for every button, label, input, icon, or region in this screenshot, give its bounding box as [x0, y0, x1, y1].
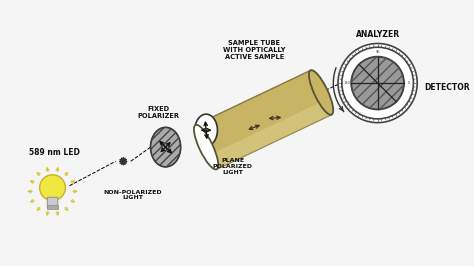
Text: ANALYZER: ANALYZER [356, 30, 400, 39]
Ellipse shape [194, 125, 218, 169]
Text: 0: 0 [408, 81, 410, 85]
Polygon shape [210, 100, 332, 169]
Text: 180: 180 [343, 81, 350, 85]
Circle shape [351, 57, 404, 109]
Ellipse shape [309, 70, 333, 115]
Text: 589 nm LED: 589 nm LED [29, 148, 80, 157]
Circle shape [40, 175, 65, 201]
Text: FIXED
POLARIZER: FIXED POLARIZER [137, 106, 179, 119]
Ellipse shape [195, 114, 218, 146]
Text: NON-POLARIZED
LIGHT: NON-POLARIZED LIGHT [103, 190, 162, 200]
Polygon shape [196, 70, 332, 169]
Text: SAMPLE TUBE
WITH OPTICALLY
ACTIVE SAMPLE: SAMPLE TUBE WITH OPTICALLY ACTIVE SAMPLE [223, 39, 285, 60]
Circle shape [338, 43, 417, 123]
FancyBboxPatch shape [47, 197, 58, 208]
Ellipse shape [151, 127, 181, 167]
Text: DETECTOR: DETECTOR [425, 83, 470, 92]
Polygon shape [206, 93, 332, 169]
Bar [47, 205, 58, 209]
Text: 90: 90 [375, 50, 380, 54]
Polygon shape [196, 70, 321, 147]
Text: PLANE
POLARIZED
LIGHT: PLANE POLARIZED LIGHT [212, 159, 253, 175]
